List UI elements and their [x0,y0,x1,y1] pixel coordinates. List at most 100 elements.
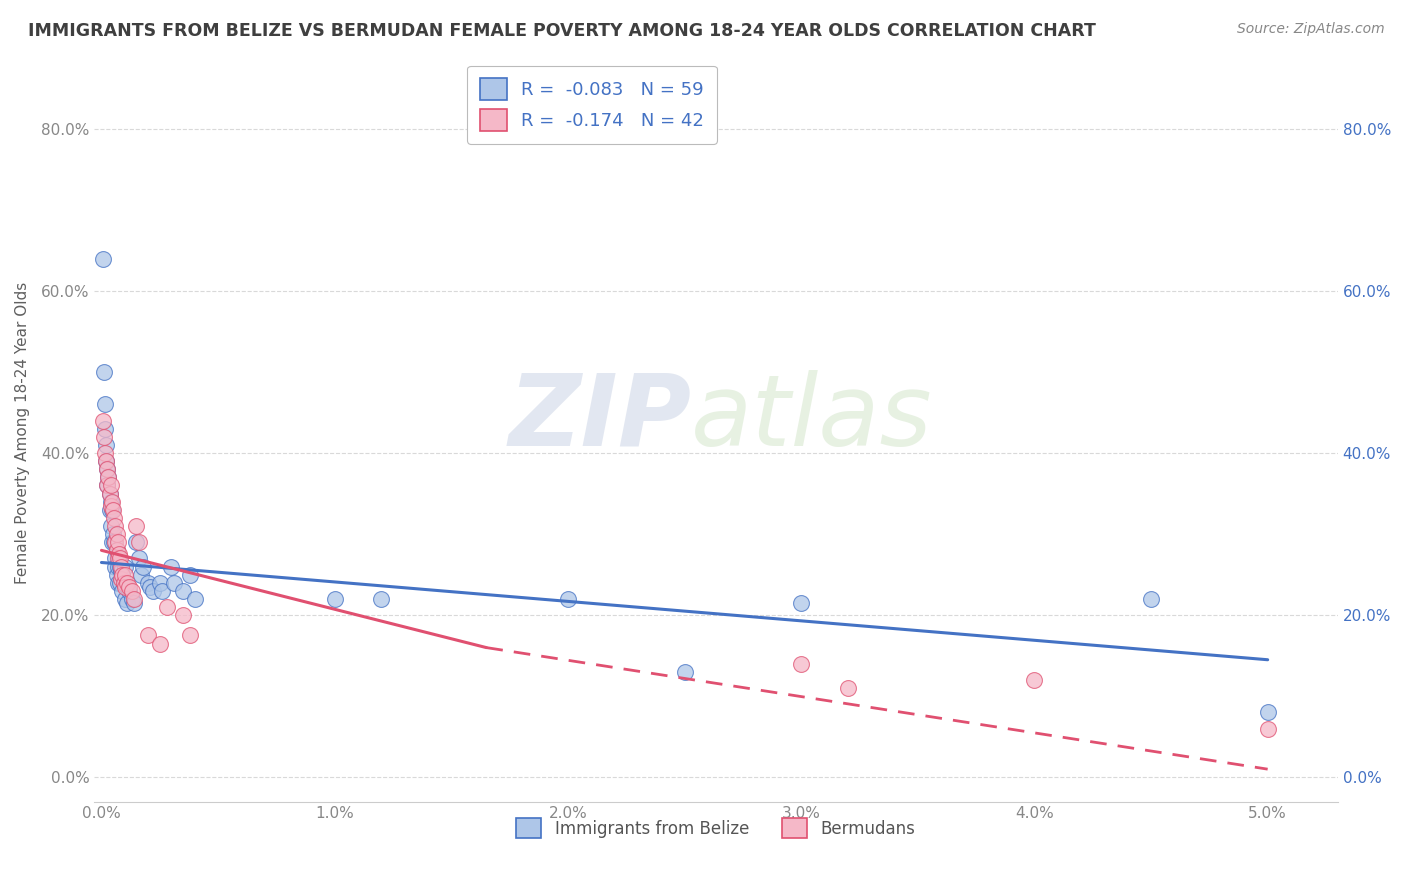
Point [94,446,117,460]
Point [104,519,127,533]
Point [100,478,122,492]
Legend: Immigrants from Belize, Bermudans: Immigrants from Belize, Bermudans [510,811,922,845]
Point [94,397,117,411]
Point [107,535,129,549]
Point [184,591,207,606]
Point [129,567,152,582]
Text: IMMIGRANTS FROM BELIZE VS BERMUDAN FEMALE POVERTY AMONG 18-24 YEAR OLDS CORRELAT: IMMIGRANTS FROM BELIZE VS BERMUDAN FEMAL… [28,22,1097,40]
Point [97,470,120,484]
Point [673,665,696,679]
Point [107,551,129,566]
Point [370,591,392,606]
Point [100,499,122,513]
Point [98,486,121,500]
Point [149,575,172,590]
Point [160,559,183,574]
Point [136,575,159,590]
Point [98,486,121,500]
Point [101,535,124,549]
Point [103,511,125,525]
Point [108,559,131,574]
Point [94,454,117,468]
Point [107,575,129,590]
Point [91,252,114,266]
Point [115,596,138,610]
Point [104,535,127,549]
Point [112,575,135,590]
Point [94,438,117,452]
Point [172,608,194,623]
Point [837,681,859,695]
Point [790,596,813,610]
Point [125,519,148,533]
Point [112,575,135,590]
Point [96,478,118,492]
Point [104,551,127,566]
Point [91,414,114,428]
Point [101,503,124,517]
Point [108,551,131,566]
Point [323,591,346,606]
Point [114,575,136,590]
Point [94,454,117,468]
Point [122,596,145,610]
Text: Source: ZipAtlas.com: Source: ZipAtlas.com [1237,22,1385,37]
Point [96,462,118,476]
Point [172,583,194,598]
Point [93,365,115,379]
Point [163,575,186,590]
Point [125,535,148,549]
Point [111,567,134,582]
Point [1140,591,1163,606]
Point [114,591,136,606]
Point [136,628,159,642]
Text: ZIP: ZIP [508,369,692,467]
Point [100,494,122,508]
Point [122,591,145,606]
Point [98,503,121,517]
Point [108,548,131,562]
Point [115,575,138,590]
Point [105,527,128,541]
Point [1024,673,1046,687]
Y-axis label: Female Poverty Among 18-24 Year Olds: Female Poverty Among 18-24 Year Olds [15,282,30,584]
Point [105,543,128,558]
Point [1257,722,1279,736]
Point [114,580,136,594]
Point [101,527,124,541]
Point [118,583,141,598]
Point [142,583,165,598]
Point [108,575,131,590]
Point [107,559,129,574]
Point [103,535,125,549]
Point [121,583,143,598]
Point [111,583,134,598]
Text: atlas: atlas [692,369,932,467]
Point [139,580,162,594]
Point [97,470,120,484]
Point [110,572,132,586]
Point [128,551,150,566]
Point [150,583,173,598]
Point [121,591,143,606]
Point [128,535,150,549]
Point [1257,706,1279,720]
Point [149,636,172,650]
Point [101,494,124,508]
Point [115,580,138,594]
Point [132,559,155,574]
Point [96,462,118,476]
Point [156,600,179,615]
Point [105,543,128,558]
Point [110,564,132,578]
Point [101,503,124,517]
Point [105,567,128,582]
Point [96,478,118,492]
Point [790,657,813,671]
Point [557,591,579,606]
Point [108,551,131,566]
Point [104,559,127,574]
Point [179,567,201,582]
Point [110,559,132,574]
Point [94,422,117,436]
